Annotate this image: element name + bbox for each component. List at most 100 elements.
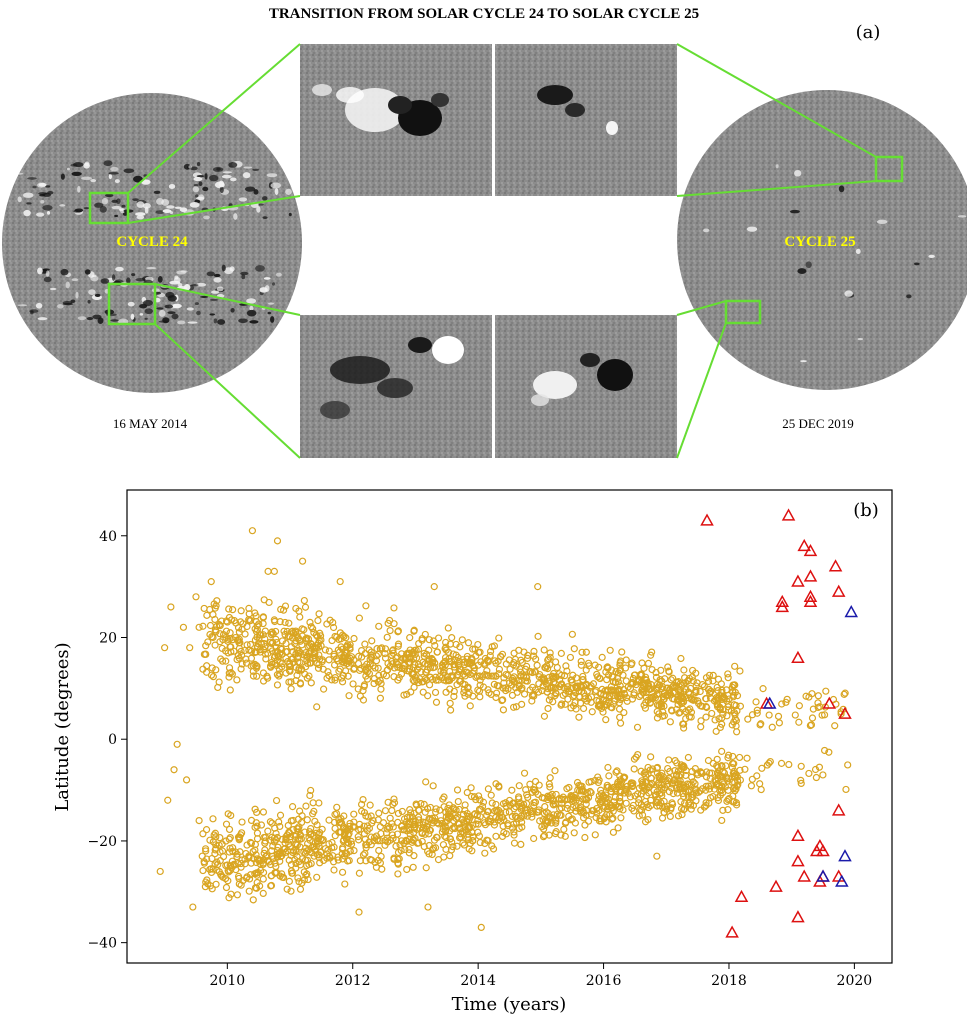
cycle24-point: [644, 659, 653, 668]
cycle24-point: [456, 643, 464, 651]
cycle24-point: [224, 649, 232, 657]
cycle24-point: [296, 649, 304, 657]
cycle24-point: [283, 831, 291, 839]
magnetic-feature: [255, 265, 265, 272]
magnetic-feature: [270, 316, 275, 323]
cycle24-point: [698, 681, 707, 689]
cycle24-point: [375, 846, 383, 855]
cycle24-point: [195, 623, 203, 631]
magnetic-feature: [75, 291, 79, 299]
cycle24-point: [774, 712, 783, 720]
magnetic-feature: [164, 304, 174, 309]
cycle24-point: [569, 671, 577, 679]
magnetic-feature: [168, 183, 176, 189]
cycle24-point: [692, 688, 700, 697]
cycle24-point: [611, 793, 619, 801]
cycle24-point: [696, 687, 704, 696]
cycle24-point: [463, 815, 471, 823]
magnetic-feature: [805, 261, 812, 269]
cycle24-point: [444, 624, 452, 632]
cycle24-point: [280, 606, 288, 614]
cycle24-point: [714, 769, 722, 778]
cycle24-point: [475, 792, 483, 800]
cycle24-point: [557, 811, 565, 819]
cycle24-point: [227, 643, 235, 651]
cycle24-point: [531, 798, 540, 806]
cycle24-point: [423, 666, 431, 674]
cycle24-point: [581, 833, 589, 842]
magnetic-feature: [60, 268, 69, 276]
cycle24-point: [311, 654, 319, 662]
cycle24-point: [325, 816, 333, 824]
cycle24-point: [390, 799, 399, 807]
cycle24-point: [431, 641, 439, 650]
cycle24-point: [557, 649, 565, 657]
cycle24-point: [301, 856, 310, 864]
cycle24-point: [615, 685, 623, 694]
cycle24-point: [719, 710, 727, 718]
cycle24-point: [296, 613, 304, 621]
cycle24-point: [230, 617, 238, 625]
cycle25-red-triangle: [775, 599, 790, 613]
cycle24-point: [340, 812, 348, 820]
magnetic-feature: [40, 200, 45, 204]
magnetic-feature: [246, 309, 257, 317]
magnetic-feature: [188, 165, 192, 169]
y-tick-label: 40: [99, 529, 117, 545]
cycle24-point: [697, 723, 705, 731]
cycle24-point: [300, 876, 308, 884]
cycle24-point: [608, 804, 616, 812]
cycle24-point: [316, 629, 324, 637]
magnetic-feature: [97, 317, 104, 324]
cycle24-point: [653, 684, 661, 692]
cycle24-point: [552, 689, 560, 697]
cycle24-point: [670, 777, 678, 785]
cycle24-point: [805, 693, 813, 701]
cycle24-point: [355, 908, 363, 916]
cycle24-point: [722, 762, 730, 770]
cycle24-point: [552, 673, 560, 681]
cycle24-point: [616, 719, 625, 727]
cycle24-point: [727, 707, 735, 715]
cycle24-point: [658, 814, 667, 822]
cycle24-point: [719, 705, 727, 714]
cycle24-point: [383, 633, 391, 641]
cycle24-point: [666, 812, 674, 820]
magnetic-feature: [789, 209, 800, 214]
cycle24-point: [260, 849, 268, 857]
cycle24-point: [388, 806, 396, 815]
magnetic-feature: [153, 190, 161, 195]
cycle24-point: [278, 650, 286, 658]
magnetic-feature: [189, 202, 200, 208]
left-disk-zoom-box-bottom: [107, 282, 157, 326]
cycle24-point: [225, 669, 233, 677]
magnetic-feature: [275, 272, 282, 277]
cycle24-point: [247, 859, 255, 867]
cycle24-point: [530, 834, 538, 843]
cycle24-point: [623, 697, 631, 705]
cycle24-point: [576, 782, 585, 790]
cycle24-point: [622, 799, 630, 807]
cycle24-point: [608, 815, 616, 823]
cycle25-red-triangle: [700, 513, 714, 526]
cycle24-point: [211, 615, 219, 624]
cycle24-point: [199, 622, 207, 630]
magnetic-feature: [155, 210, 165, 215]
magnetic-feature: [23, 209, 31, 217]
cycle24-point: [645, 686, 654, 694]
cycle24-point: [426, 673, 434, 681]
cycle24-point: [618, 648, 626, 656]
cycle24-point: [466, 702, 474, 710]
x-axis: 2010 2012 2014 2016 2018 2020: [210, 963, 872, 989]
magnetic-feature: [241, 274, 246, 280]
cycle24-point: [620, 789, 628, 797]
magnetic-feature: [74, 208, 84, 213]
magnetic-feature: [123, 168, 135, 174]
cycle24-point: [478, 802, 487, 811]
cycle24-point: [294, 825, 302, 833]
cycle24-point: [520, 769, 529, 777]
cycle24-point: [407, 809, 415, 817]
cycle24-point: [335, 828, 343, 836]
cycle24-point: [673, 770, 681, 779]
magnetic-feature: [270, 182, 282, 189]
